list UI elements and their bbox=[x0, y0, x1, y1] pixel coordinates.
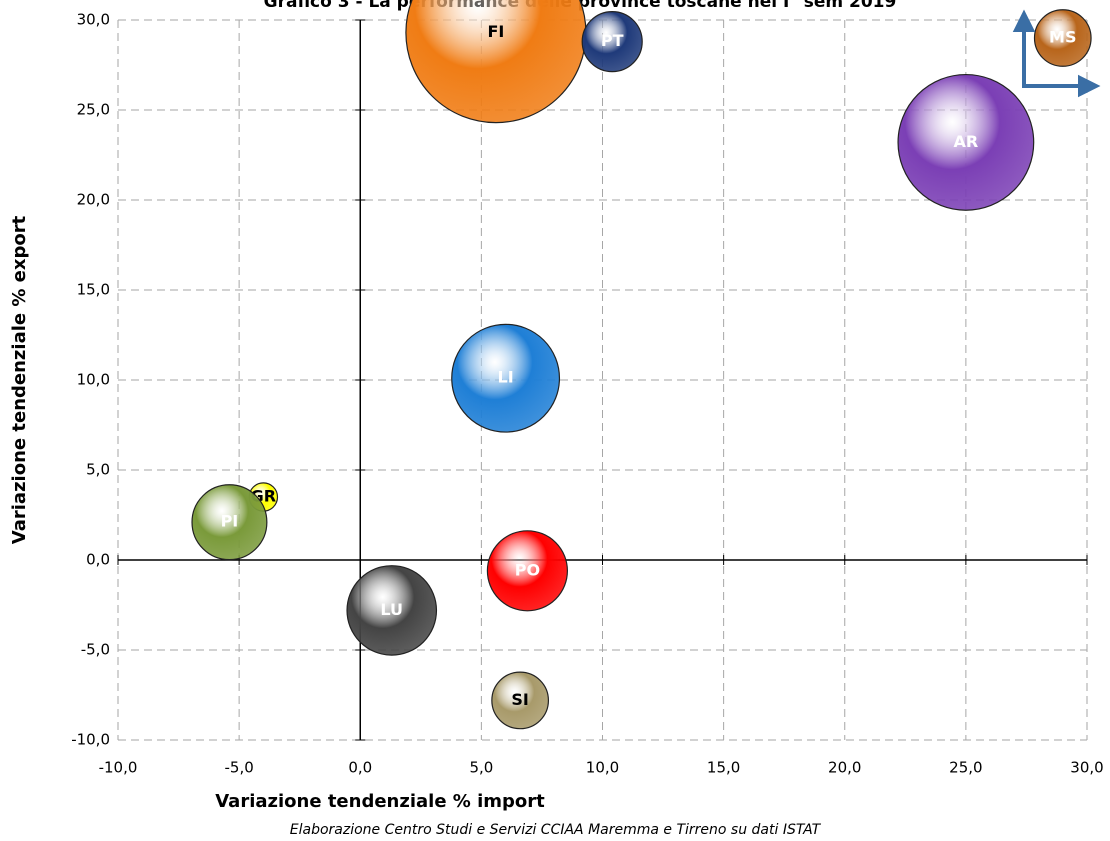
bubble bbox=[491, 671, 550, 730]
y-tick-label: 30,0 bbox=[77, 11, 110, 29]
bubble-label: PO bbox=[515, 560, 540, 579]
bubble-label: LI bbox=[498, 368, 514, 387]
x-tick-label: 0,0 bbox=[348, 759, 372, 777]
corner-icon bbox=[1012, 9, 1101, 98]
x-tick-label: 25,0 bbox=[949, 759, 982, 777]
y-axis-label: Variazione tendenziale % export bbox=[9, 215, 30, 544]
x-tick-label: 10,0 bbox=[586, 759, 619, 777]
y-tick-label: 5,0 bbox=[86, 461, 110, 479]
x-tick-label: -10,0 bbox=[99, 759, 138, 777]
bubble-label: MS bbox=[1049, 28, 1076, 47]
source-note: Elaborazione Centro Studi e Servizi CCIA… bbox=[290, 822, 822, 838]
bubble bbox=[346, 565, 438, 656]
y-tick-label: 10,0 bbox=[77, 371, 110, 389]
y-tick-label: 0,0 bbox=[86, 551, 110, 569]
bubble bbox=[486, 530, 569, 612]
bubble-label: FI bbox=[487, 22, 504, 41]
bubble-label: AR bbox=[954, 132, 979, 151]
bubble bbox=[897, 73, 1035, 211]
x-tick-label: 30,0 bbox=[1070, 759, 1103, 777]
bubble bbox=[191, 484, 268, 561]
bubble-label: PT bbox=[601, 31, 624, 50]
y-tick-label: -5,0 bbox=[81, 641, 110, 659]
x-axis-label: Variazione tendenziale % import bbox=[215, 791, 545, 812]
bubble bbox=[405, 0, 587, 124]
x-tick-label: 20,0 bbox=[828, 759, 861, 777]
x-tick-label: 5,0 bbox=[469, 759, 493, 777]
bubble bbox=[451, 323, 561, 433]
y-tick-label: -10,0 bbox=[71, 731, 110, 749]
y-tick-label: 15,0 bbox=[77, 281, 110, 299]
bubble bbox=[1033, 9, 1092, 67]
bubble-label: PI bbox=[221, 512, 239, 531]
y-tick-label: 20,0 bbox=[77, 191, 110, 209]
x-tick-label: -5,0 bbox=[224, 759, 253, 777]
x-tick-label: 15,0 bbox=[707, 759, 740, 777]
bubble-label: SI bbox=[511, 690, 528, 709]
bubble bbox=[581, 10, 643, 73]
y-tick-label: 25,0 bbox=[77, 101, 110, 119]
bubble-label: LU bbox=[380, 600, 403, 619]
